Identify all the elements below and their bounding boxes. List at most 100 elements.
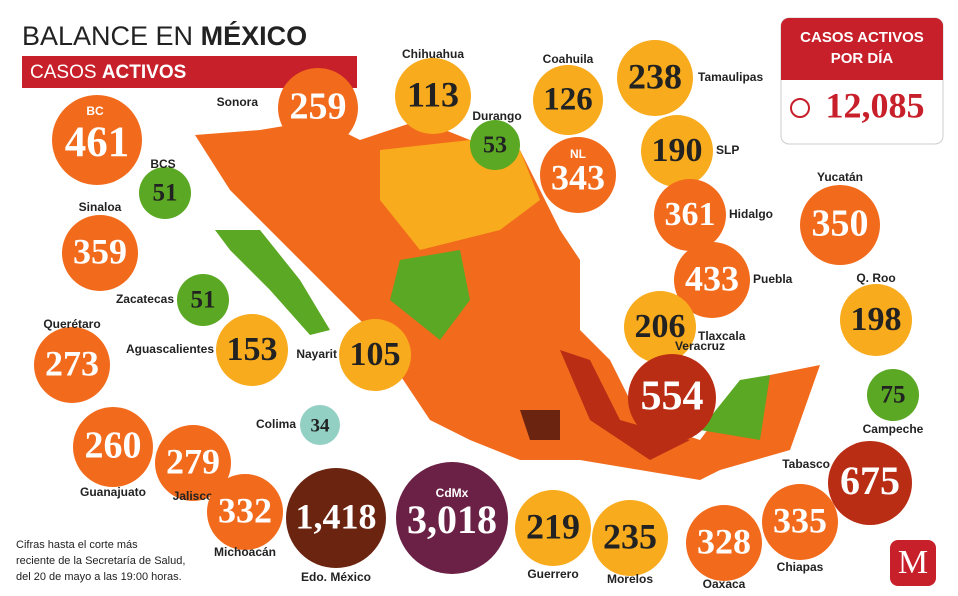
state-name: Campeche bbox=[863, 422, 924, 436]
footnote-line: Cifras hasta el corte más bbox=[16, 539, 138, 551]
logo-text: M bbox=[898, 544, 928, 581]
state-bubble bbox=[300, 405, 340, 445]
state-bubble bbox=[674, 242, 750, 318]
state-bubble bbox=[470, 120, 520, 170]
campeche-region bbox=[700, 375, 770, 440]
state-value: 219 bbox=[526, 506, 580, 546]
state-value: 332 bbox=[218, 490, 272, 530]
state-name: Michoacán bbox=[214, 545, 276, 559]
state-bubble bbox=[155, 425, 231, 501]
total-title-2: POR DÍA bbox=[831, 50, 894, 67]
state-value: 554 bbox=[641, 374, 704, 420]
state-bubble bbox=[177, 274, 229, 326]
state-name: BC bbox=[86, 104, 104, 118]
mainland bbox=[195, 120, 820, 480]
state-bubble bbox=[624, 291, 696, 363]
state-bubble bbox=[840, 284, 912, 356]
logo bbox=[890, 540, 936, 586]
state-value: 153 bbox=[227, 331, 278, 368]
state-value: 343 bbox=[551, 157, 605, 197]
state-bubble bbox=[62, 215, 138, 291]
state-value: 190 bbox=[652, 132, 703, 169]
state-bubble bbox=[617, 40, 693, 116]
state-name: Oaxaca bbox=[703, 577, 746, 591]
state-bubble bbox=[686, 505, 762, 581]
state-name: Sinaloa bbox=[79, 200, 122, 214]
state-name: BCS bbox=[150, 157, 175, 171]
state-value: 105 bbox=[350, 336, 401, 373]
state-name: CdMx bbox=[436, 486, 469, 500]
state-bubble bbox=[396, 462, 508, 574]
footnote-line: reciente de la Secretaría de Salud, bbox=[16, 555, 185, 567]
state-bubble bbox=[395, 58, 471, 134]
state-name: Guerrero bbox=[527, 567, 578, 581]
state-bubble bbox=[34, 327, 110, 403]
state-bubble bbox=[216, 314, 288, 386]
state-name: Chiapas bbox=[777, 560, 824, 574]
state-value: 34 bbox=[311, 415, 331, 436]
state-value: 51 bbox=[191, 287, 216, 314]
state-name: Aguascalientes bbox=[126, 342, 214, 356]
state-value: 350 bbox=[812, 203, 869, 245]
footnote-line: del 20 de mayo a las 19:00 horas. bbox=[16, 571, 182, 583]
state-value: 675 bbox=[840, 458, 900, 503]
total-box-header bbox=[781, 18, 943, 80]
state-bubble bbox=[52, 95, 142, 185]
virus-icon bbox=[790, 98, 810, 118]
state-name: Edo. México bbox=[301, 570, 371, 584]
state-value: 1,418 bbox=[296, 496, 377, 536]
state-name: Morelos bbox=[607, 572, 653, 586]
state-bubble bbox=[628, 354, 716, 442]
state-value: 279 bbox=[166, 441, 220, 481]
title: BALANCE EN MÉXICO bbox=[22, 20, 307, 51]
state-bubble bbox=[515, 490, 591, 566]
total-value: 12,085 bbox=[826, 85, 925, 125]
state-bubble bbox=[533, 65, 603, 135]
state-value: 260 bbox=[85, 425, 142, 467]
state-bubble bbox=[73, 407, 153, 487]
state-value: 359 bbox=[73, 231, 127, 271]
state-name: Zacatecas bbox=[116, 292, 174, 306]
state-value: 126 bbox=[543, 82, 593, 118]
state-bubble bbox=[286, 468, 386, 568]
state-name: Yucatán bbox=[817, 170, 863, 184]
state-value: 53 bbox=[483, 133, 507, 159]
state-name: Durango bbox=[472, 109, 521, 123]
state-name: Colima bbox=[256, 417, 296, 431]
state-value: 198 bbox=[851, 301, 902, 338]
state-name: Chihuahua bbox=[402, 47, 464, 61]
state-value: 335 bbox=[773, 500, 827, 540]
subtitle-bold: ACTIVOS bbox=[102, 62, 186, 83]
state-name: Coahuila bbox=[543, 52, 594, 66]
state-value: 51 bbox=[153, 180, 178, 207]
bcs-region bbox=[215, 230, 330, 335]
title-bold: MÉXICO bbox=[201, 20, 308, 51]
state-value: 361 bbox=[665, 196, 716, 233]
state-name: NL bbox=[570, 147, 586, 161]
state-value: 113 bbox=[407, 74, 459, 114]
state-name: Querétaro bbox=[43, 317, 100, 331]
state-value: 259 bbox=[290, 86, 347, 128]
state-name: Nayarit bbox=[296, 347, 337, 361]
state-bubble bbox=[867, 369, 919, 421]
state-name: Tabasco bbox=[782, 457, 830, 471]
state-bubble bbox=[540, 137, 616, 213]
state-name: Q. Roo bbox=[856, 271, 895, 285]
state-name: Veracruz bbox=[675, 339, 725, 353]
durango-region bbox=[390, 250, 470, 340]
state-bubble bbox=[139, 167, 191, 219]
subtitle-light: CASOS bbox=[30, 62, 97, 83]
state-name: Sonora bbox=[217, 95, 259, 109]
state-value: 238 bbox=[628, 56, 682, 96]
state-value: 206 bbox=[635, 308, 686, 345]
state-name: Jalisco bbox=[173, 489, 214, 503]
total-title-1: CASOS ACTIVOS bbox=[800, 29, 924, 46]
state-value: 461 bbox=[65, 119, 130, 166]
state-value: 328 bbox=[697, 521, 751, 561]
edomex-region bbox=[520, 410, 560, 440]
state-name: Hidalgo bbox=[729, 207, 773, 221]
state-name: Tlaxcala bbox=[698, 329, 746, 343]
state-value: 273 bbox=[45, 343, 99, 383]
state-bubble bbox=[339, 319, 411, 391]
